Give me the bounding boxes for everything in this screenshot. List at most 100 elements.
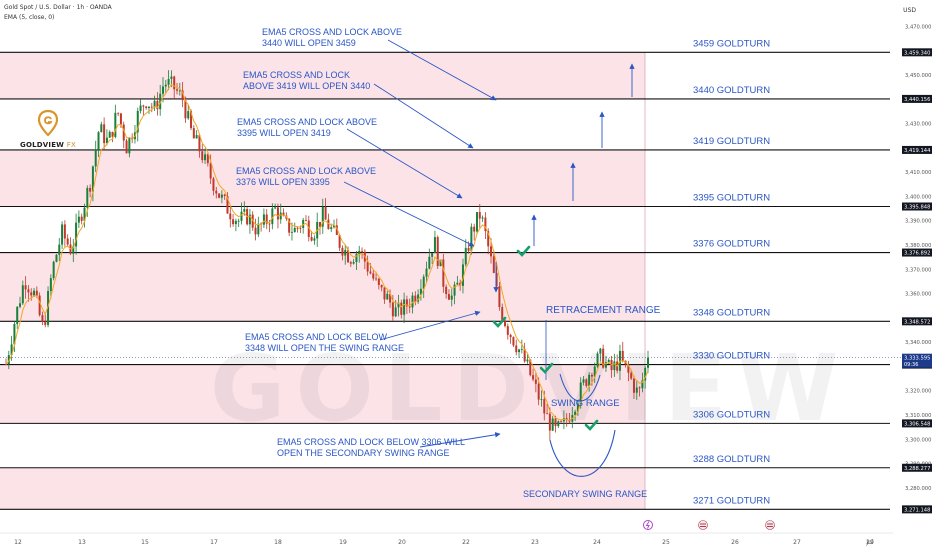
candle-body: [190, 111, 193, 129]
candle-body: [579, 382, 582, 404]
candle-body: [520, 348, 523, 350]
logo-suffix: FX: [66, 141, 76, 149]
time-tick: 17: [210, 539, 218, 546]
price-axis-bg: [893, 0, 932, 550]
candle-body: [105, 137, 108, 144]
candle-body: [150, 106, 153, 108]
candle-body: [470, 226, 473, 251]
check-icon: [584, 419, 599, 431]
annotation-text: EMA5 CROSS AND LOCK BELOW 3306 WILL: [277, 437, 465, 447]
level-label: 3271 GOLDTURN: [693, 495, 770, 506]
price-tick: 3,390.000: [905, 219, 931, 225]
candle-body: [19, 303, 22, 307]
indicator-label[interactable]: EMA (5, close, 0): [4, 14, 55, 21]
level-label: 3288 GOLDTURN: [693, 454, 770, 465]
candle-body: [75, 222, 78, 247]
price-label-bg: [902, 248, 932, 257]
candle-body: [288, 218, 291, 233]
candle-body: [419, 288, 422, 295]
candle-body: [324, 206, 327, 220]
countdown-label: 09:36: [904, 362, 918, 368]
annotation-arrow: [343, 181, 475, 247]
candle-body: [548, 413, 551, 431]
zone-band: [0, 149, 645, 207]
candle-body: [94, 149, 97, 167]
annotation-text: EMA5 CROSS AND LOCK ABOVE: [236, 166, 376, 176]
candle-body: [321, 206, 324, 227]
price-tick: 3,470.000: [905, 24, 931, 30]
price-label: 3,288.277: [904, 466, 930, 472]
check-icon: [539, 362, 554, 374]
candle-body: [139, 105, 142, 111]
candle-body: [38, 295, 41, 316]
us-flag-stripe: [700, 526, 706, 527]
candle-body: [439, 259, 442, 267]
candle-body: [318, 221, 321, 227]
candle-body: [518, 349, 521, 353]
candle-body: [304, 219, 307, 221]
candle-body: [27, 289, 30, 293]
candle-body: [582, 379, 585, 383]
us-flag-icon: [698, 520, 708, 530]
candle-body: [621, 350, 624, 361]
candle-body: [529, 359, 532, 376]
candle-body: [532, 375, 535, 380]
candle-body: [523, 348, 526, 362]
candle-body: [274, 207, 277, 209]
annotation-text: EMA5 CROSS AND LOCK ABOVE: [262, 27, 402, 37]
price-label-bg: [902, 463, 932, 472]
candle-body: [607, 359, 610, 363]
candle-body: [574, 411, 577, 416]
candle-body: [218, 193, 221, 198]
candle-body: [276, 207, 279, 220]
time-tick: 29: [866, 539, 874, 546]
price-label-bg: [902, 505, 932, 514]
candle-body: [232, 219, 235, 225]
candle-body: [495, 272, 498, 287]
candle-body: [167, 79, 170, 85]
candle-body: [355, 254, 358, 263]
candle-body: [422, 276, 425, 289]
candle-body: [641, 380, 644, 389]
candle-body: [405, 299, 408, 307]
price-tick: 3,410.000: [905, 170, 931, 176]
currency-label[interactable]: USD: [903, 7, 916, 14]
price-tick: 3,430.000: [905, 122, 931, 128]
level-label: 3330 GOLDTURN: [693, 351, 770, 362]
candle-body: [86, 187, 89, 208]
check-icon: [492, 316, 507, 328]
candle-body: [613, 361, 616, 371]
candle-body: [543, 399, 546, 414]
candle-body: [257, 223, 260, 235]
secondary-range-curve: [549, 429, 616, 477]
candle-body: [459, 282, 462, 286]
candle-body: [271, 208, 274, 225]
candle-body: [33, 290, 36, 296]
candle-body: [7, 355, 10, 365]
candle-body: [487, 231, 490, 247]
candle-body: [282, 212, 285, 216]
candle-body: [164, 84, 167, 87]
lightning-icon: [643, 520, 653, 530]
level-label: 3440 GOLDTURN: [693, 85, 770, 96]
candle-body: [417, 294, 420, 302]
candle-body: [161, 86, 164, 94]
time-tick: 24: [593, 539, 601, 546]
candle-body: [240, 211, 243, 221]
range-label: SWING RANGE: [551, 398, 620, 409]
candle-body: [229, 213, 232, 220]
time-tick: 22: [462, 539, 470, 546]
lightning-bolt-icon: [645, 521, 650, 529]
level-label: 3306 GOLDTURN: [693, 409, 770, 420]
candle-body: [599, 348, 602, 354]
candle-body: [344, 249, 347, 256]
candle-body: [375, 278, 378, 280]
price-label-bg: [902, 48, 932, 57]
candle-body: [442, 259, 445, 287]
candle-body: [386, 293, 389, 300]
candle-body: [509, 334, 512, 338]
candle-body: [512, 337, 515, 346]
candle-body: [557, 421, 560, 427]
